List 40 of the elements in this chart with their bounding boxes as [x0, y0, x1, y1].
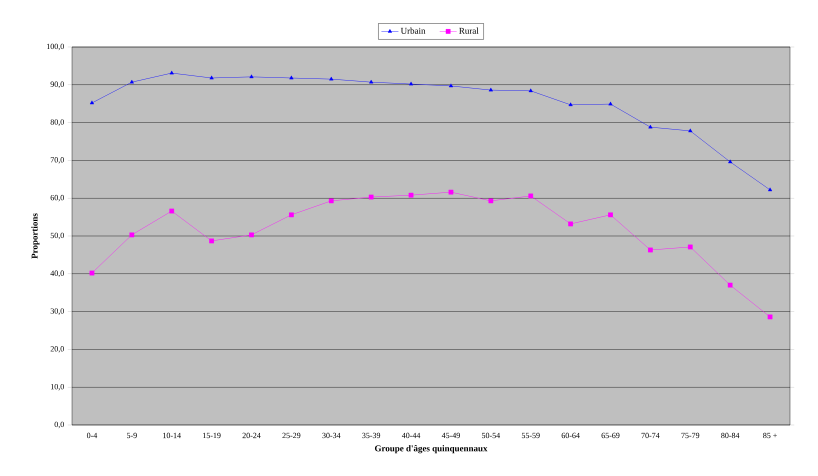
- point: [528, 194, 534, 198]
- point: [408, 192, 414, 198]
- point: [688, 244, 693, 250]
- point: [608, 102, 613, 106]
- point: [329, 76, 334, 80]
- point: [368, 194, 374, 200]
- point: [728, 160, 732, 164]
- point: [129, 232, 134, 238]
- point: [768, 314, 772, 320]
- point: [169, 208, 174, 214]
- point: [488, 198, 494, 204]
- point: [648, 124, 652, 128]
- point: [170, 70, 174, 74]
- point: [648, 248, 653, 252]
- legend-label: Urbain: [400, 28, 426, 34]
- point: [249, 74, 254, 78]
- legend-label: Rural: [459, 28, 479, 34]
- point: [448, 190, 454, 195]
- point: [608, 212, 613, 218]
- point: [728, 282, 733, 288]
- point: [210, 76, 214, 80]
- y-axis-title: Proportions: [31, 213, 40, 259]
- point: [90, 100, 94, 104]
- point: [688, 128, 692, 132]
- point: [528, 88, 533, 92]
- point: [369, 80, 374, 84]
- point: [249, 232, 254, 238]
- point: [130, 80, 134, 84]
- point: [448, 84, 454, 88]
- point: [289, 212, 294, 218]
- point: [289, 76, 294, 80]
- x-axis-title: Groupe d'âges quinquennaux: [374, 444, 488, 454]
- point: [209, 238, 214, 244]
- point: [568, 102, 573, 106]
- point: [408, 82, 414, 86]
- point: [328, 198, 334, 204]
- point: [768, 187, 772, 192]
- point: [90, 270, 94, 276]
- point: [488, 88, 493, 92]
- point: [568, 222, 574, 226]
